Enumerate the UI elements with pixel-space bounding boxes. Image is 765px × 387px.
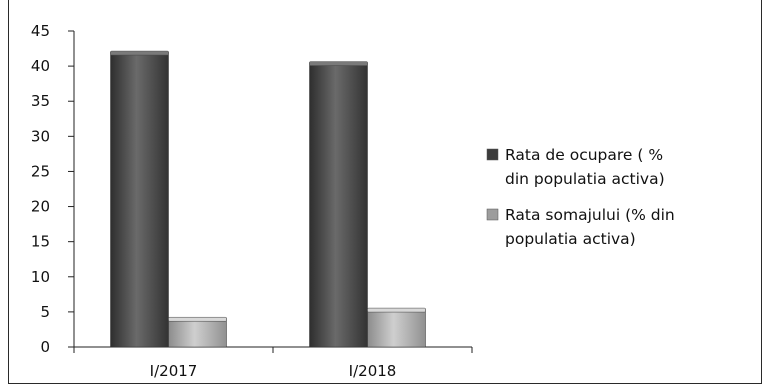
legend-swatch: [486, 208, 499, 221]
x-tick-label: I/2017: [150, 362, 198, 380]
bar-employment-rate: [110, 51, 169, 348]
y-tick-label: 25: [31, 162, 50, 180]
legend-swatch: [486, 148, 499, 161]
bar-top-cap: [309, 61, 368, 66]
y-tick-label: 15: [31, 233, 50, 251]
y-tick-label: 35: [31, 92, 50, 110]
bars: [110, 50, 426, 348]
bar-unemployment-rate: [168, 317, 227, 348]
legend-label: din populatia activa): [505, 170, 665, 188]
y-tick-label: 45: [31, 22, 50, 40]
bar-unemployment-rate: [367, 308, 426, 348]
y-tick-label: 0: [40, 338, 50, 356]
y-tick-label: 5: [40, 303, 50, 321]
y-tick-label: 10: [31, 268, 50, 286]
bar-top-cap: [168, 316, 227, 322]
y-tick-label: 30: [31, 127, 50, 145]
legend-label: Rata de ocupare ( %: [505, 146, 663, 164]
legend-label: Rata somajului (% din: [505, 206, 675, 224]
legend-label: populatia activa): [505, 230, 636, 248]
bar-top-cap: [110, 50, 169, 56]
legend: Rata de ocupare ( % din populatia activa)…: [486, 146, 675, 248]
x-tick-label: I/2018: [349, 362, 397, 380]
bar-employment-rate: [309, 62, 368, 348]
y-tick-label: 40: [31, 57, 50, 75]
y-tick-label: 20: [31, 198, 50, 216]
bar-top-cap: [367, 307, 426, 313]
